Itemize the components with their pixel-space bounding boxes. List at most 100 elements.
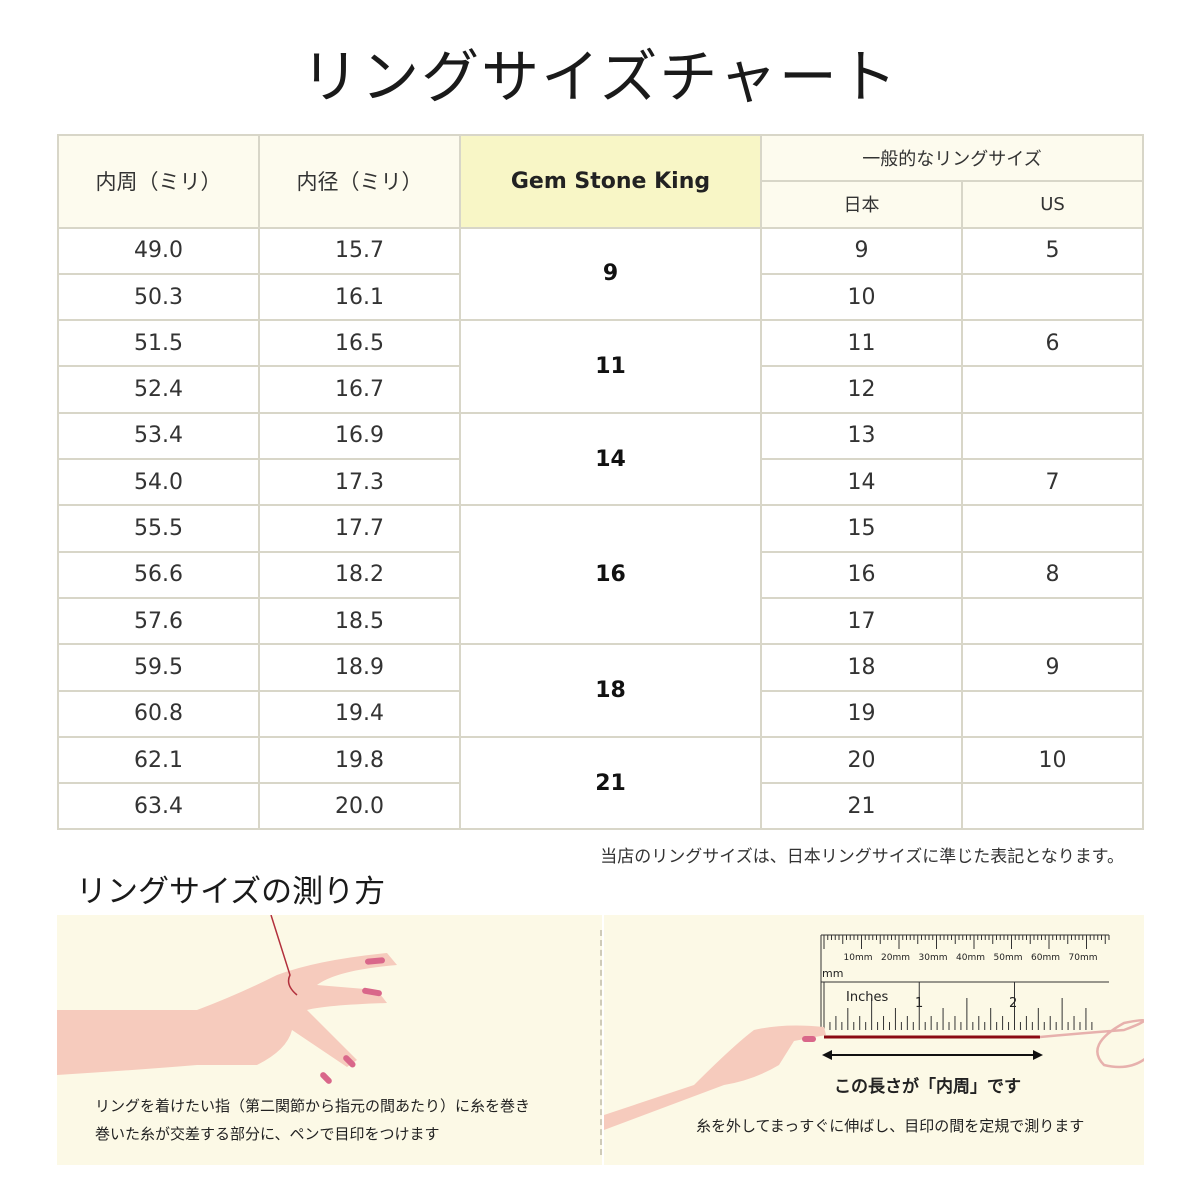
inner-circumference-cell: 51.5 [57, 319, 260, 368]
table-row: 57.6 18.5 17 [57, 596, 1144, 646]
ruler-mm-label: 40mm [956, 953, 985, 963]
japan-size-cell: 18 [760, 643, 963, 692]
inner-circumference-cell: 62.1 [57, 735, 260, 785]
japan-size-cell: 21 [760, 782, 963, 831]
us-size-cell [961, 504, 1144, 553]
ruler-mm-label: 60mm [1031, 953, 1060, 963]
inner-diameter-cell: 20.0 [258, 782, 461, 831]
japan-size-cell: 17 [760, 596, 963, 646]
inner-circumference-cell: 57.6 [57, 596, 260, 646]
table-row: 53.4 16.9 14 13 [57, 411, 1144, 507]
size-note: 当店のリングサイズは、日本リングサイズに準じた表記となります。 [600, 847, 1124, 867]
japan-size-cell: 11 [760, 319, 963, 368]
inner-diameter-cell: 17.7 [258, 504, 461, 553]
hand-with-thread-illustration [57, 915, 397, 1084]
inner-circumference-cell: 54.0 [57, 458, 260, 507]
ruler-inch-label: 1 [915, 996, 923, 1011]
table-row: 49.0 15.7 9 9 5 [57, 226, 1144, 322]
length-label: この長さが「内周」です [834, 1077, 1021, 1097]
inner-diameter-cell: 19.8 [258, 735, 461, 785]
us-size-cell [961, 689, 1144, 738]
japan-size-cell: 10 [760, 272, 963, 322]
japan-size-cell: 16 [760, 550, 963, 599]
header-general-size: 一般的なリングサイズ [760, 133, 1144, 183]
inner-diameter-cell: 18.2 [258, 550, 461, 599]
japan-size-cell: 19 [760, 689, 963, 738]
panel-divider [600, 930, 602, 1155]
table-row: 54.0 17.3 14 7 [57, 458, 1144, 507]
ruler-inch-unit: Inches [846, 990, 888, 1005]
header-inner-diameter: 内径（ミリ） [258, 134, 461, 229]
table-row: 59.5 18.9 18 18 9 [57, 643, 1144, 738]
ring-size-table: 内周（ミリ） 内径（ミリ） Gem Stone King 一般的なリングサイズ … [57, 133, 1144, 831]
ruler-inch-label: 2 [1009, 996, 1017, 1011]
inner-circumference-cell: 53.4 [57, 411, 260, 461]
inner-diameter-cell: 16.5 [258, 319, 461, 368]
inner-diameter-cell: 18.5 [258, 596, 461, 646]
us-size-cell: 5 [961, 226, 1144, 275]
inner-diameter-cell: 17.3 [258, 458, 461, 507]
table-row: 51.5 16.5 11 11 6 [57, 319, 1144, 414]
how-to-title: リングサイズの測り方 [76, 874, 386, 910]
inner-diameter-cell: 15.7 [258, 226, 461, 275]
inner-circumference-cell: 60.8 [57, 689, 260, 738]
brand-size-cell: 16 [459, 504, 762, 646]
step2-text: 糸を外してまっすぐに伸ばし、目印の間を定規で測ります [696, 1117, 1085, 1135]
inner-diameter-cell: 19.4 [258, 689, 461, 738]
us-size-cell [961, 596, 1144, 646]
us-size-cell: 7 [961, 458, 1144, 507]
japan-size-cell: 12 [760, 365, 963, 414]
table-row: 50.3 16.1 10 [57, 272, 1144, 322]
ruler-mm-unit: mm [822, 967, 843, 980]
table-row: 63.4 20.0 21 [57, 782, 1144, 831]
japan-size-cell: 9 [760, 226, 963, 275]
us-size-cell: 9 [961, 643, 1144, 692]
us-size-cell: 8 [961, 550, 1144, 599]
brand-size-cell: 14 [459, 411, 762, 507]
brand-size-cell: 11 [459, 319, 762, 414]
table-row: 52.4 16.7 12 [57, 365, 1144, 414]
brand-size-cell: 21 [459, 735, 762, 831]
step1-text-line2: 巻いた糸が交差する部分に、ペンで目印をつけます [95, 1125, 440, 1143]
inner-circumference-cell: 59.5 [57, 643, 260, 692]
inner-circumference-cell: 49.0 [57, 226, 260, 275]
table-row: 60.8 19.4 19 [57, 689, 1144, 738]
us-size-cell [961, 272, 1144, 322]
table-row: 55.5 17.7 16 15 [57, 504, 1144, 646]
ruler-mm-label: 20mm [881, 953, 910, 963]
header-us: US [961, 180, 1144, 229]
ruler-mm-label: 70mm [1069, 953, 1098, 963]
step2-panel: mm Inches 10mm 20mm 30mm 40mm 50mm 60mm 70mm 1… [604, 915, 1144, 1165]
page-title: リングサイズチャート [301, 43, 899, 111]
japan-size-cell: 20 [760, 735, 963, 785]
inner-diameter-cell: 18.9 [258, 643, 461, 692]
inner-circumference-cell: 52.4 [57, 365, 260, 414]
header-brand: Gem Stone King [459, 134, 762, 229]
inner-diameter-cell: 16.1 [258, 272, 461, 322]
us-size-cell: 6 [961, 319, 1144, 368]
table-row: 56.6 18.2 16 8 [57, 550, 1144, 599]
inner-circumference-cell: 56.6 [57, 550, 260, 599]
inner-diameter-cell: 16.9 [258, 411, 461, 461]
inner-circumference-cell: 63.4 [57, 782, 260, 831]
brand-size-cell: 9 [459, 226, 762, 322]
header-japan: 日本 [760, 180, 963, 229]
brand-size-cell: 18 [459, 643, 762, 738]
us-size-cell [961, 365, 1144, 414]
inner-circumference-cell: 50.3 [57, 272, 260, 322]
inner-diameter-cell: 16.7 [258, 365, 461, 414]
us-size-cell: 10 [961, 735, 1144, 785]
step1-panel: リングを着けたい指（第二関節から指元の間あたり）に糸を巻き 巻いた糸が交差する部… [57, 915, 602, 1165]
hand-icon [604, 1025, 826, 1130]
us-size-cell [961, 782, 1144, 831]
ruler-mm-label: 30mm [919, 953, 948, 963]
header-inner-circumference: 内周（ミリ） [57, 134, 260, 229]
inner-circumference-cell: 55.5 [57, 504, 260, 553]
table-row: 62.1 19.8 21 20 10 [57, 735, 1144, 831]
ruler-mm-label: 50mm [994, 953, 1023, 963]
us-size-cell [961, 411, 1144, 461]
step1-text-line1: リングを着けたい指（第二関節から指元の間あたり）に糸を巻き [95, 1097, 531, 1115]
japan-size-cell: 13 [760, 411, 963, 461]
japan-size-cell: 14 [760, 458, 963, 507]
ruler-mm-label: 10mm [844, 953, 873, 963]
